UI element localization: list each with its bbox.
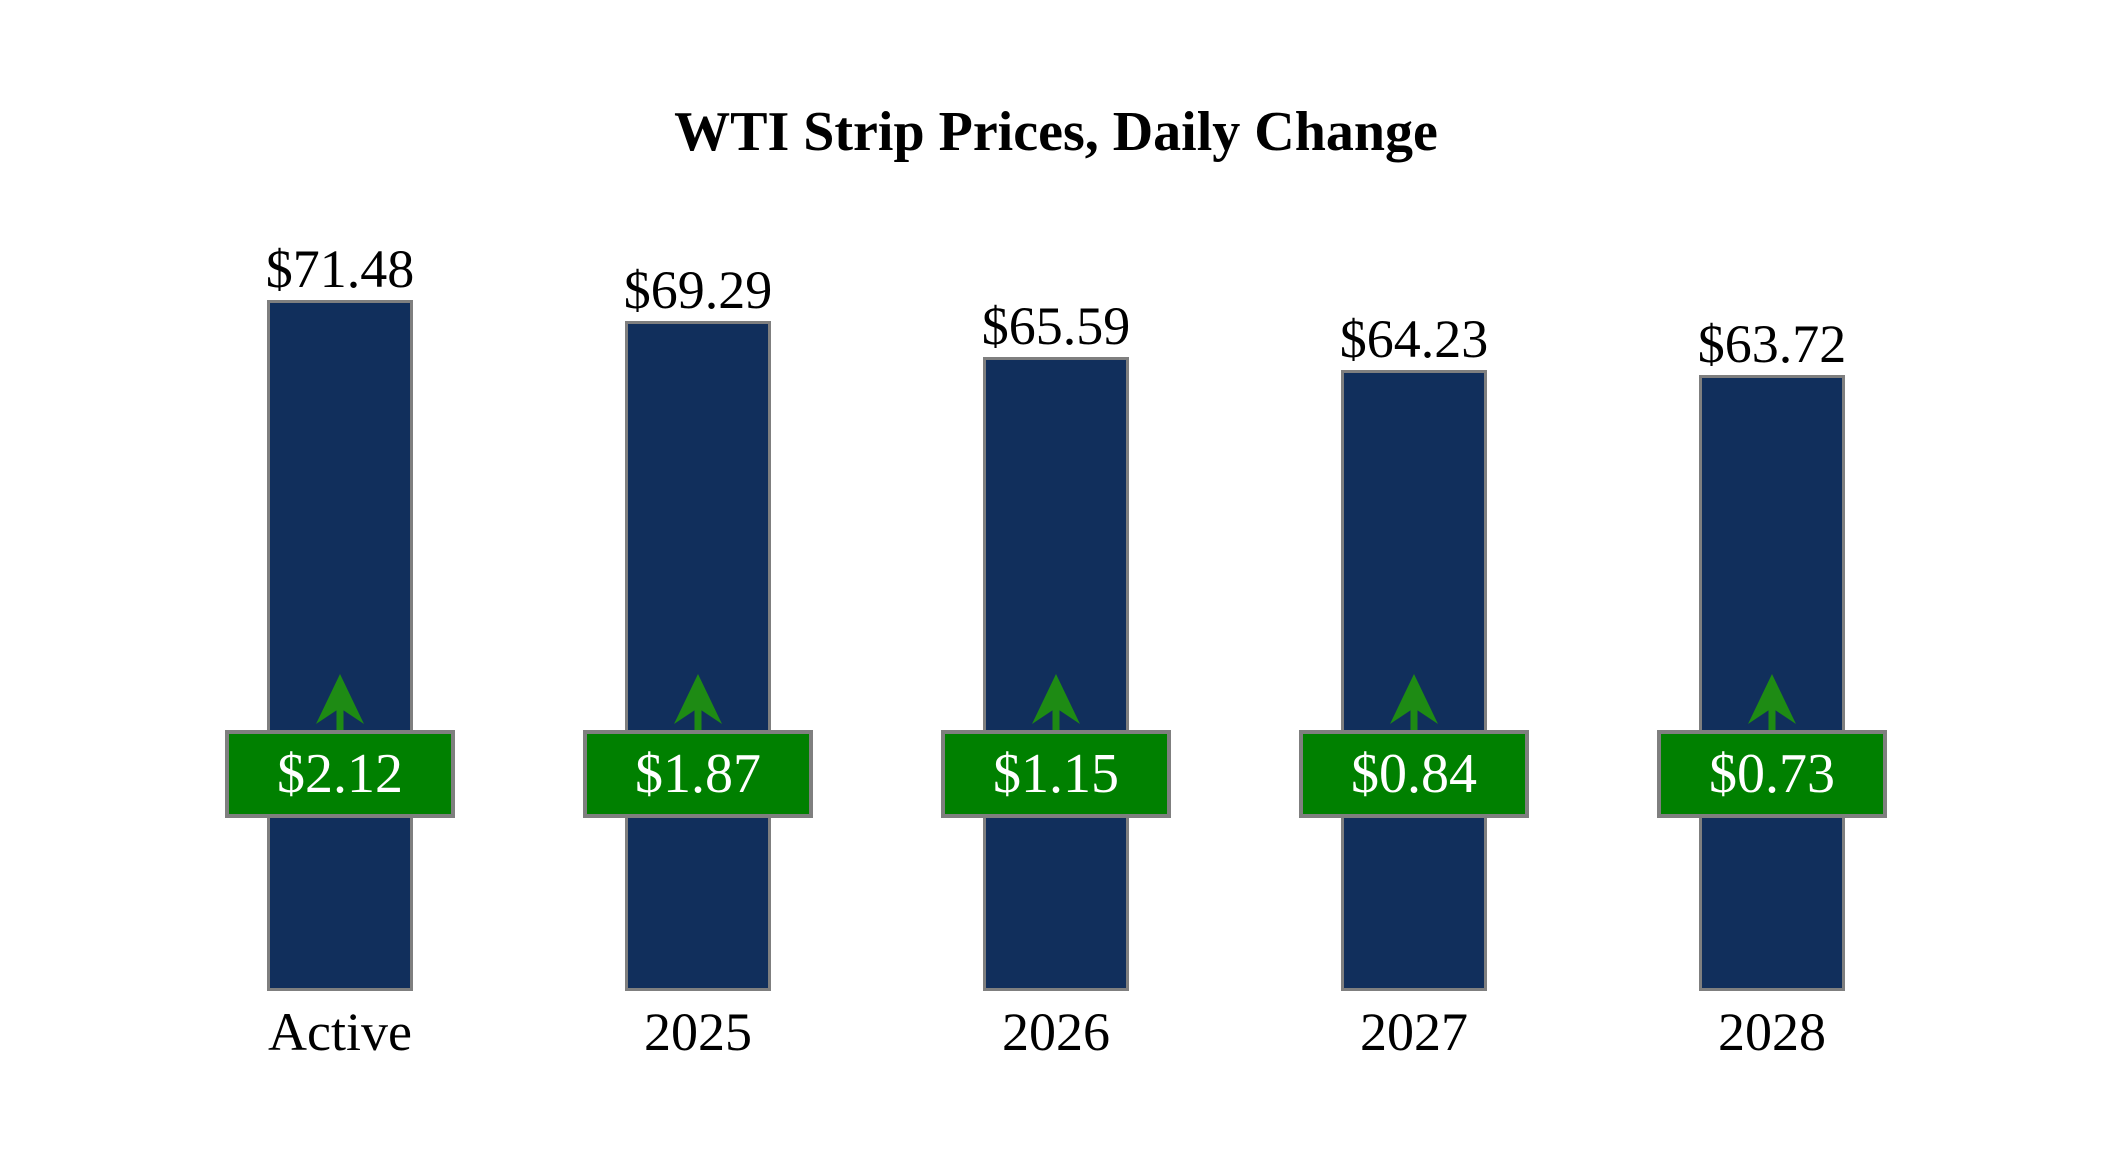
category-label: 2026 [1002, 1002, 1110, 1062]
chart-title: WTI Strip Prices, Daily Change [674, 101, 1438, 163]
change-badge-label: $0.84 [1351, 743, 1477, 805]
price-bar [267, 300, 413, 991]
change-badge: $0.73 [1657, 730, 1887, 818]
price-label: $71.48 [265, 239, 415, 299]
price-bar [983, 357, 1129, 991]
up-arrow-icon [1386, 674, 1442, 730]
change-badge: $2.12 [225, 730, 455, 818]
up-arrow-icon [1744, 674, 1800, 730]
change-badge-label: $1.15 [993, 743, 1119, 805]
category-label: Active [268, 1002, 412, 1062]
up-arrow-icon [316, 674, 364, 730]
up-arrow-icon [1390, 674, 1438, 730]
up-arrow-icon [312, 674, 368, 730]
change-badge: $1.15 [941, 730, 1171, 818]
change-badge-label: $0.73 [1709, 743, 1835, 805]
category-label: 2025 [644, 1002, 752, 1062]
change-badge: $1.87 [583, 730, 813, 818]
category-label: 2027 [1360, 1002, 1468, 1062]
price-label: $63.72 [1697, 314, 1847, 374]
price-label: $69.29 [623, 260, 773, 320]
price-bar [625, 321, 771, 991]
price-label: $64.23 [1339, 309, 1489, 369]
up-arrow-icon [674, 674, 722, 730]
up-arrow-icon [670, 674, 726, 730]
up-arrow-icon [1032, 674, 1080, 730]
up-arrow-icon [1748, 674, 1796, 730]
category-label: 2028 [1718, 1002, 1826, 1062]
change-badge-label: $1.87 [635, 743, 761, 805]
up-arrow-icon [1028, 674, 1084, 730]
change-badge-label: $2.12 [277, 743, 403, 805]
change-badge: $0.84 [1299, 730, 1529, 818]
price-label: $65.59 [981, 296, 1131, 356]
